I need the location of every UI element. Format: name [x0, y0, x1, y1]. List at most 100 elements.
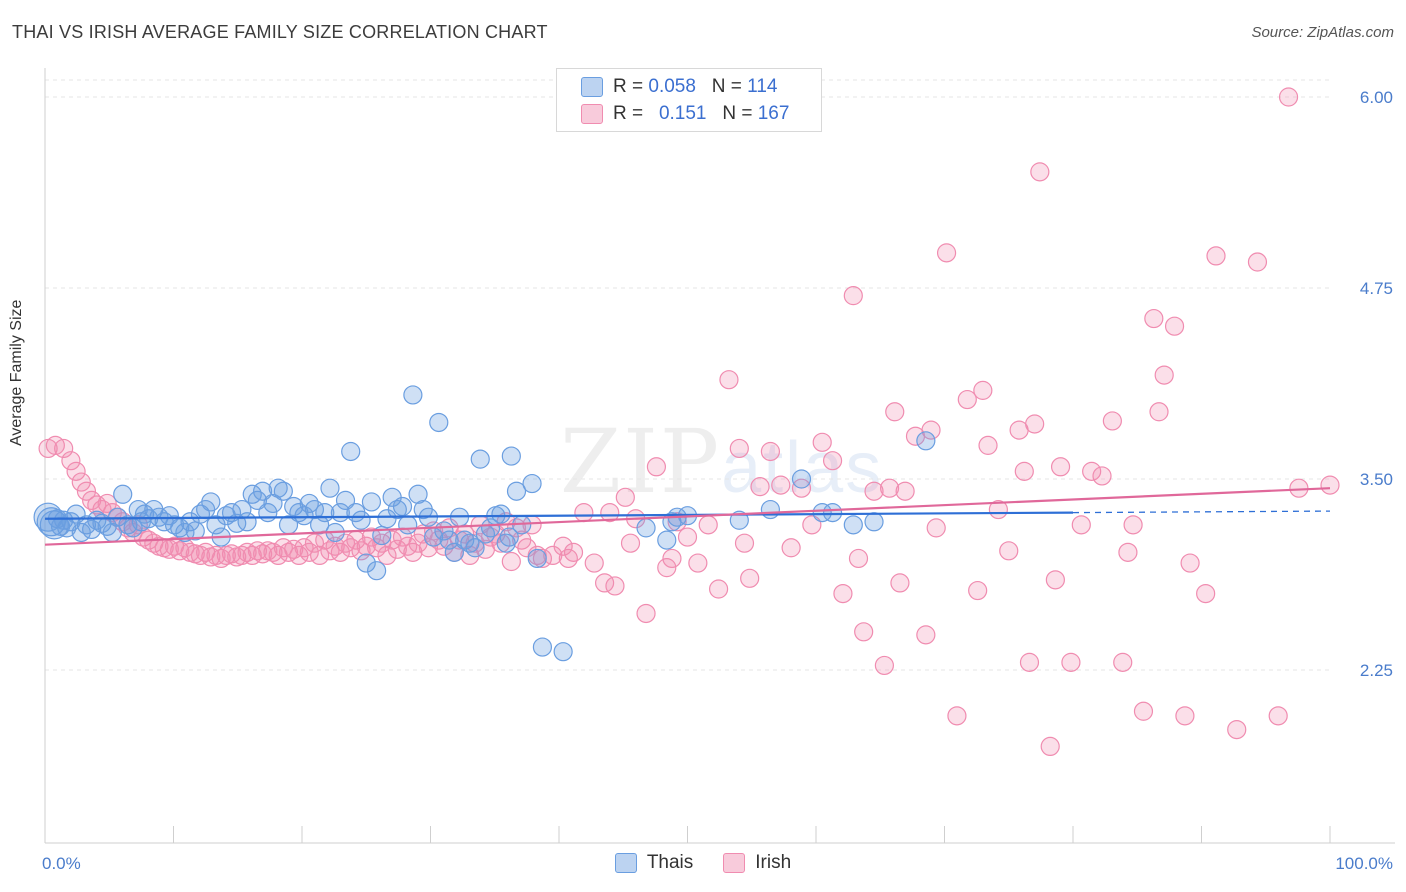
series-legend-thais: Thais	[614, 852, 694, 874]
irish-point	[734, 533, 755, 553]
irish-trend-line	[44, 487, 1331, 546]
thais-point	[392, 496, 413, 517]
irish-point	[61, 451, 81, 471]
thais-point	[429, 412, 449, 433]
thais-point	[553, 642, 573, 662]
series-name-thais: Thais	[646, 852, 694, 873]
irish-point	[553, 536, 573, 556]
source-label: Source: ZipAtlas.com	[1251, 24, 1394, 41]
irish-point	[926, 518, 946, 538]
irish-point	[1144, 308, 1164, 329]
irish-point	[1164, 316, 1185, 336]
thais-point	[470, 449, 490, 469]
thais-point	[87, 510, 107, 530]
irish-point	[1268, 706, 1288, 726]
irish-point	[1133, 701, 1154, 721]
irish-point	[600, 503, 620, 523]
irish-point	[1123, 515, 1143, 535]
y-tick-label: 3.50	[1360, 470, 1393, 489]
thais-point	[387, 499, 407, 520]
irish-point	[698, 515, 718, 535]
irish-point	[833, 583, 853, 604]
thais-point	[791, 469, 812, 489]
irish-point	[968, 580, 988, 601]
irish-point	[1092, 466, 1112, 486]
thais-point	[367, 561, 387, 581]
thais-point	[822, 503, 843, 523]
irish-point	[1227, 719, 1247, 740]
legend-thais-n-label: N =	[711, 76, 742, 97]
irish-point	[760, 441, 781, 462]
series-swatch-thais	[614, 853, 637, 873]
irish-point	[1196, 583, 1216, 604]
thais-point	[843, 515, 863, 535]
thais-point	[657, 530, 677, 550]
irish-point	[1030, 162, 1050, 182]
irish-point	[936, 243, 957, 263]
x-tick-label: 0.0%	[42, 854, 81, 873]
irish-point	[615, 487, 635, 507]
legend-irish-n-value: 167	[757, 103, 790, 124]
thais-point	[351, 510, 371, 530]
y-tick-label: 6.00	[1360, 88, 1393, 107]
irish-point	[822, 451, 843, 471]
irish-point	[206, 545, 226, 566]
thais-point	[455, 530, 475, 550]
irish-point	[957, 389, 977, 410]
irish-point	[1045, 570, 1065, 590]
irish-point	[1206, 246, 1226, 266]
irish-point	[999, 541, 1019, 561]
irish-point	[1154, 365, 1174, 385]
thais-point	[439, 530, 459, 550]
irish-point	[771, 475, 791, 495]
irish-point	[584, 553, 604, 573]
y-tick-label: 4.75	[1360, 279, 1393, 298]
thais-point	[356, 553, 376, 573]
irish-point	[662, 548, 682, 569]
y-tick-label: 2.25	[1360, 661, 1393, 680]
thais-point	[273, 481, 293, 501]
thais-point	[812, 503, 832, 523]
thais-point	[532, 637, 553, 657]
thais-point	[864, 512, 884, 532]
irish-point	[563, 542, 584, 562]
legend-row-thais: R = 0.058 N = 114	[581, 75, 777, 99]
thais-point	[527, 548, 547, 569]
thais-point	[263, 493, 283, 514]
irish-point	[947, 706, 967, 726]
watermark-atlas: atlas	[721, 428, 884, 508]
irish-point	[620, 533, 641, 553]
thais-point	[361, 492, 382, 512]
irish-point	[646, 457, 667, 477]
thais-point	[760, 499, 781, 520]
irish-point	[232, 545, 252, 566]
irish-point	[973, 380, 993, 400]
irish-point	[1113, 652, 1133, 672]
irish-point	[843, 286, 863, 306]
irish-point	[848, 548, 869, 569]
irish-point	[330, 542, 350, 562]
irish-point	[812, 432, 832, 452]
legend-swatch-irish	[581, 104, 603, 124]
irish-point	[605, 576, 625, 596]
irish-point	[657, 558, 677, 578]
irish-point	[403, 542, 423, 562]
irish-point	[1278, 87, 1299, 107]
thais-point	[159, 506, 179, 526]
chart-title: THAI VS IRISH AVERAGE FAMILY SIZE CORREL…	[12, 22, 548, 42]
thais-point	[444, 542, 464, 562]
series-legend: Thais Irish	[0, 852, 1406, 874]
thais-point	[201, 492, 221, 512]
thais-point	[310, 515, 330, 535]
thais-point	[294, 506, 314, 526]
legend-thais-n-value: 114	[747, 76, 778, 97]
irish-point	[128, 515, 148, 535]
thais-point	[341, 441, 361, 462]
irish-point	[708, 579, 729, 599]
thais-point	[253, 481, 273, 501]
irish-point	[1019, 652, 1040, 672]
thais-point	[501, 446, 521, 466]
thais-point	[335, 490, 356, 510]
thais-trend-extension	[1072, 510, 1331, 514]
